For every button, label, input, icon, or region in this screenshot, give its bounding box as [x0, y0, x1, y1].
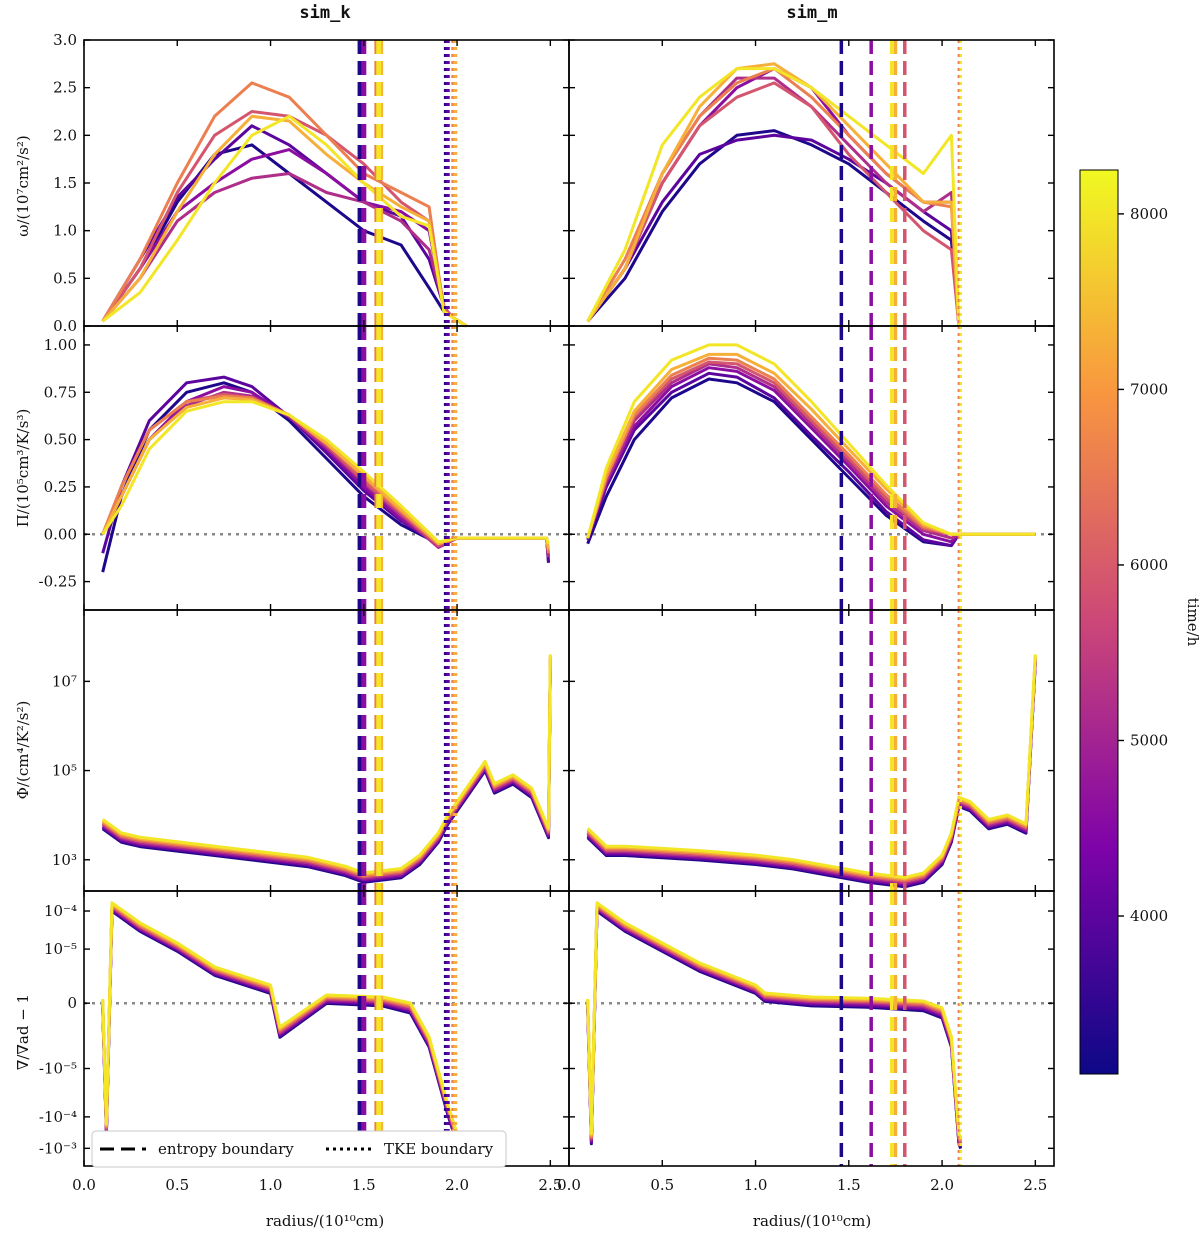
xtick-label-0-2: 1.0 — [259, 1176, 283, 1194]
panel-1-0-plot — [84, 326, 569, 610]
colorbar-label: time/h — [1184, 598, 1200, 647]
ytick-label-3-3: -10⁻⁵ — [39, 1060, 77, 1078]
ylabel-gradient: ∇/∇ad − 1 — [14, 994, 32, 1070]
ytick-label-1-5: 1.00 — [44, 336, 77, 354]
panel-1-1-plot — [569, 326, 1054, 610]
xtick-label-0-0: 0.0 — [72, 1176, 96, 1194]
panel-frame-0-1 — [568, 39, 1055, 327]
series-line-1-0-2 — [101, 385, 550, 558]
ytick-label-2-0: 10³ — [52, 851, 77, 869]
ytick-label-1-2: 0.25 — [44, 478, 77, 496]
xtick-label-1-5: 2.5 — [1023, 1176, 1047, 1194]
ytick-label-3-5: -10⁻³ — [39, 1139, 77, 1157]
ytick-label-3-0: 10⁻⁴ — [44, 902, 77, 920]
ytick-label-1-3: 0.50 — [44, 431, 77, 449]
ytick-label-2-1: 10⁵ — [52, 762, 77, 780]
series-line-0-1-6 — [586, 62, 961, 327]
series-line-0-1-7 — [586, 67, 961, 327]
ytick-label-0-2: 1.0 — [53, 222, 77, 240]
xtick-label-1-0: 0.0 — [557, 1176, 581, 1194]
ytick-label-2-2: 10⁷ — [52, 672, 77, 690]
panel-3-0-plot — [84, 891, 569, 1166]
ytick-label-3-4: -10⁻⁴ — [39, 1108, 77, 1126]
xtick-label-1-4: 2.0 — [930, 1176, 954, 1194]
panel-2-0-plot — [101, 610, 552, 891]
panels: 0.00.51.01.52.02.53.0-0.250.000.250.500.… — [39, 31, 1055, 1194]
column-title-sim-k: sim_k — [299, 3, 350, 23]
ytick-label-0-4: 2.0 — [53, 126, 77, 144]
xlabel-right: radius/(10¹⁰cm) — [753, 1212, 871, 1230]
ytick-label-3-2: 0 — [67, 994, 77, 1012]
panel-2-1-plot — [586, 610, 1037, 891]
series-line-2-0-7 — [101, 654, 552, 875]
series-line-1-0-0 — [101, 381, 550, 573]
panel-0-1-plot — [586, 40, 962, 327]
xtick-label-1-2: 1.0 — [744, 1176, 768, 1194]
series-line-2-1-7 — [586, 654, 1037, 879]
colorbar-tick-label-1: 5000 — [1130, 731, 1168, 749]
panel-frame-1-0 — [83, 325, 570, 611]
colorbar-tick-label-3: 7000 — [1130, 380, 1168, 398]
legend: entropy boundary TKE boundary — [91, 1130, 507, 1168]
colorbar-tick-label-2: 6000 — [1130, 556, 1168, 574]
panel-frame-0-0 — [83, 39, 570, 327]
colorbar — [1079, 169, 1119, 1075]
legend-box — [91, 1130, 507, 1168]
series-line-1-0-7 — [101, 400, 550, 545]
xtick-label-0-3: 1.5 — [352, 1176, 376, 1194]
series-line-0-1-1 — [586, 133, 961, 327]
series-line-0-1-4 — [586, 81, 961, 327]
series-line-3-0-7 — [101, 901, 459, 1135]
xtick-label-0-5: 2.5 — [538, 1176, 562, 1194]
xtick-label-1-1: 0.5 — [650, 1176, 674, 1194]
panel-frame-3-1 — [568, 890, 1055, 1167]
ytick-label-0-0: 0.0 — [53, 317, 77, 335]
series-line-2-1-6 — [586, 655, 1037, 881]
ytick-label-1-1: 0.00 — [44, 525, 77, 543]
series-line-1-0-6 — [101, 396, 550, 550]
ytick-label-1-0: -0.25 — [39, 573, 77, 591]
series-line-0-0-7 — [101, 114, 468, 328]
ytick-label-3-1: 10⁻⁵ — [44, 940, 77, 958]
series-line-3-1-7 — [586, 901, 963, 1139]
ytick-label-0-5: 2.5 — [53, 79, 77, 97]
ylabel-pi: Π/(10⁵cm³/K/s³) — [14, 409, 32, 528]
colorbar-ticks: 4000 5000 6000 7000 8000 — [1118, 205, 1168, 925]
colorbar-tick-label-4: 8000 — [1130, 205, 1168, 223]
series-line-1-1-6 — [586, 352, 1036, 539]
panel-3-1-plot — [569, 891, 1054, 1166]
legend-entropy-label: entropy boundary — [158, 1140, 294, 1158]
panel-0-0-plot — [101, 40, 468, 328]
series-line-1-1-7 — [586, 343, 1036, 539]
ylabel-phi: Φ/(cm⁴/K²/s²) — [14, 701, 32, 800]
xtick-label-1-3: 1.5 — [837, 1176, 861, 1194]
ytick-label-1-4: 0.75 — [44, 383, 77, 401]
xlabel-left: radius/(10¹⁰cm) — [266, 1212, 384, 1230]
colorbar-tick-label-0: 4000 — [1130, 907, 1168, 925]
ylabel-omega: ω/(10⁷cm²/s²) — [14, 135, 32, 237]
ytick-label-0-1: 0.5 — [53, 269, 77, 287]
ytick-label-0-6: 3.0 — [53, 31, 77, 49]
xtick-label-0-4: 2.0 — [445, 1176, 469, 1194]
column-title-sim-m: sim_m — [786, 3, 837, 23]
ytick-label-0-3: 1.5 — [53, 174, 77, 192]
series-line-1-1-5 — [586, 356, 1036, 539]
xtick-label-0-1: 0.5 — [165, 1176, 189, 1194]
legend-tke-label: TKE boundary — [384, 1140, 494, 1158]
panel-frame-1-1 — [568, 325, 1055, 611]
